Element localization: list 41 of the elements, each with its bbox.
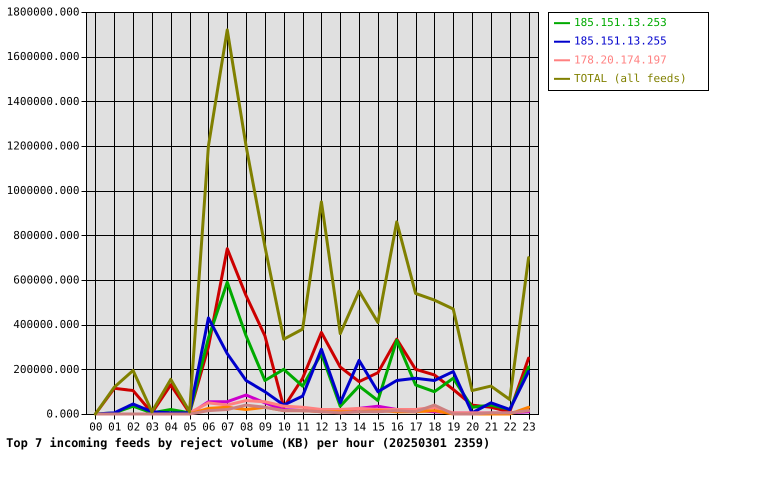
x-tick-label: 10 [278, 420, 291, 434]
x-tick-label: 04 [164, 420, 178, 434]
x-tick-label: 21 [484, 420, 498, 434]
y-tick-label: 1000000.000 [6, 184, 80, 198]
x-tick-label: 16 [390, 420, 404, 434]
x-tick-label: 18 [428, 420, 442, 434]
legend-label: 185.151.13.253 [574, 16, 667, 30]
text: Top 7 incoming feeds by reject volume (KB) per hour (20250301 2359) [6, 436, 490, 450]
x-tick-label: 13 [334, 420, 348, 434]
x-tick-label: 05 [183, 420, 197, 434]
y-tick-label: 200000.000 [13, 362, 80, 376]
x-tick-label: 08 [240, 420, 254, 434]
x-tick-label: 02 [126, 420, 140, 434]
x-tick-label: 14 [352, 420, 367, 434]
x-tick-label: 20 [466, 420, 480, 434]
x-tick-label: 01 [108, 420, 122, 434]
x-tick-label: 15 [372, 420, 386, 434]
x-tick-label: 17 [409, 420, 423, 434]
y-tick-label: 1800000.000 [6, 6, 80, 18]
line-series [94, 28, 530, 416]
x-tick-label: 07 [221, 420, 234, 434]
y-tick-label: 1400000.000 [6, 94, 80, 108]
legend-label: TOTAL (all feeds) [574, 72, 687, 85]
x-tick-label: 19 [447, 420, 460, 434]
x-tick-label: 23 [522, 420, 536, 434]
y-tick-label: 0.000 [46, 408, 80, 420]
y-tick-label: 600000.000 [13, 274, 80, 286]
x-tick-label: 11 [296, 420, 310, 434]
y-tick-label: 1600000.000 [6, 50, 80, 64]
y-tick-label: 1200000.000 [6, 140, 80, 152]
x-tick-label: 22 [504, 420, 517, 434]
x-tick-label: 00 [89, 420, 103, 434]
x-tick-label: 03 [146, 420, 160, 434]
legend-label: 178.20.174.197 [574, 53, 667, 66]
x-tick-label: 06 [202, 420, 216, 434]
line-series [94, 404, 530, 416]
x-tick-label: 12 [315, 420, 329, 434]
x-tick-label: 09 [258, 420, 272, 434]
y-tick-label: 800000.000 [13, 228, 80, 242]
legend-label: 185.151.13.255 [574, 34, 667, 48]
y-tick-label: 400000.000 [13, 318, 80, 332]
